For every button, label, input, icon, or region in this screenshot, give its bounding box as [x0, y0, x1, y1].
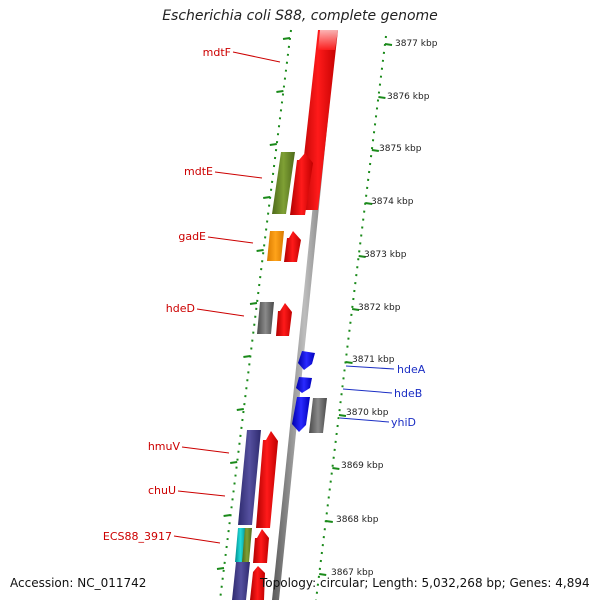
- forward-strand-genes: [250, 30, 338, 600]
- scale-label: 3874 kbp: [371, 197, 414, 207]
- scale-tick: [338, 414, 347, 417]
- scale-tick: [378, 96, 386, 99]
- scale-ring-outer: [315, 35, 387, 600]
- scale-tick: [371, 149, 379, 152]
- scale-label: 3871 kbp: [352, 355, 395, 365]
- scale-ticks: [216, 37, 393, 576]
- scale-label: 3867 kbp: [331, 568, 374, 578]
- scale-label: 3869 kbp: [341, 461, 384, 471]
- scale-labels: 3877 kbp 3876 kbp 3875 kbp 3874 kbp 3873…: [331, 39, 438, 578]
- gene-block-olive-small[interactable]: [242, 528, 252, 562]
- scale-tick: [351, 308, 360, 311]
- scale-tick: [269, 143, 277, 146]
- scale-tick: [365, 202, 373, 205]
- scale-tick: [332, 467, 340, 470]
- scale-label: 3877 kbp: [395, 39, 438, 49]
- gene-arrow-hdeB[interactable]: [296, 377, 312, 393]
- scale-tick: [263, 196, 271, 199]
- gene-label-ECS88-3917[interactable]: ECS88_3917: [103, 530, 172, 543]
- other-genes: [232, 152, 295, 600]
- gene-labels-right: hdeA hdeB yhiD: [391, 363, 426, 429]
- gene-arrow-red-bottom[interactable]: [250, 566, 265, 600]
- scale-tick: [384, 43, 393, 46]
- scale-tick: [282, 37, 291, 40]
- scale-tick: [249, 302, 258, 305]
- gene-arrow-yhiD[interactable]: [292, 397, 310, 432]
- gene-label-hdeA[interactable]: hdeA: [397, 363, 426, 376]
- scale-tick: [216, 567, 225, 570]
- gene-label-mdtF[interactable]: mdtF: [203, 46, 231, 59]
- gene-arrow-gadE[interactable]: [284, 231, 301, 262]
- gene-label-hmuV[interactable]: hmuV: [148, 440, 181, 453]
- label-leader-lines: [173, 51, 395, 544]
- genome-summary-text: Topology: circular; Length: 5,032,268 bp…: [260, 576, 590, 590]
- scale-tick: [345, 361, 353, 364]
- scale-tick: [223, 514, 231, 517]
- gene-label-hdeB[interactable]: hdeB: [394, 387, 422, 400]
- scale-label: 3873 kbp: [364, 250, 407, 260]
- gene-block-orange[interactable]: [267, 231, 284, 261]
- gene-labels-left: mdtF mdtE gadE hdeD hmuV chuU ECS88_3917: [103, 46, 231, 543]
- gene-arrow-ECS88-3917[interactable]: [253, 529, 269, 563]
- scale-tick: [256, 249, 264, 252]
- gene-label-mdtE[interactable]: mdtE: [184, 165, 213, 178]
- gene-arrow-hmuV-chuU[interactable]: [256, 431, 278, 528]
- gene-label-yhiD[interactable]: yhiD: [391, 416, 416, 429]
- gene-arrow-mdtE[interactable]: [290, 153, 313, 215]
- gene-block-purple-bottom[interactable]: [232, 562, 250, 600]
- gene-block-purple[interactable]: [238, 430, 261, 525]
- gene-arrow-hdeD[interactable]: [276, 303, 292, 336]
- scale-tick: [243, 355, 251, 358]
- scale-label: 3872 kbp: [358, 303, 401, 313]
- genome-title: Escherichia coli S88, complete genome: [162, 8, 438, 24]
- accession-text: Accession: NC_011742: [10, 576, 147, 590]
- gene-label-gadE[interactable]: gadE: [178, 230, 206, 243]
- scale-label: 3870 kbp: [346, 408, 389, 418]
- gene-block-gray[interactable]: [257, 302, 274, 334]
- scale-label: 3875 kbp: [379, 144, 422, 154]
- gene-label-hdeD[interactable]: hdeD: [166, 302, 195, 315]
- gene-arrow-mdtF-top: [318, 30, 338, 50]
- scale-tick: [358, 255, 366, 258]
- scale-tick: [325, 520, 333, 523]
- scale-tick: [236, 408, 244, 411]
- scale-label: 3876 kbp: [387, 92, 430, 102]
- scale-label: 3868 kbp: [336, 515, 379, 525]
- gene-block-olive[interactable]: [272, 152, 295, 214]
- scale-tick: [276, 90, 284, 93]
- gene-block-gray-yhiD[interactable]: [309, 398, 327, 433]
- gene-arrow-hdeA[interactable]: [298, 351, 315, 370]
- scale-tick: [230, 461, 238, 464]
- reverse-strand-genes: [292, 351, 327, 433]
- scale-tick: [319, 573, 327, 576]
- gene-label-chuU[interactable]: chuU: [148, 484, 176, 497]
